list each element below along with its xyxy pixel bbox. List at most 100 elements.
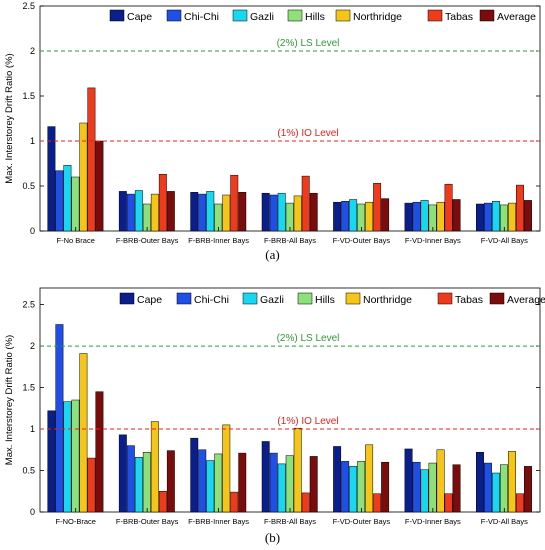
legend-label: Gazli <box>250 11 274 23</box>
bar-average <box>166 450 175 513</box>
bar-hills <box>285 455 294 513</box>
bar-tabas <box>87 87 96 232</box>
legend-swatch <box>242 292 258 305</box>
legend-label: Average <box>497 11 536 23</box>
bar-average <box>309 456 318 513</box>
bar-chi-chi <box>484 462 492 513</box>
reference-line-label: (1%) IO Level <box>277 128 338 139</box>
bar-cape <box>404 448 413 513</box>
chart-panel-a: 0 0.5 1 1.5 2 2.5 Max. Interstorey Drift Ratio… <box>4 1 541 245</box>
bar-tabas <box>158 491 167 513</box>
y-tick-label: 0 <box>30 507 35 517</box>
bar-gazli <box>63 165 72 232</box>
bar-gazli <box>420 469 429 513</box>
bar-tabas <box>301 492 310 513</box>
bar-chi-chi <box>341 461 350 513</box>
bar-cape <box>47 410 56 513</box>
x-tick-label: F-VD-Outer Bays <box>333 517 391 526</box>
legend-swatch <box>345 292 361 305</box>
bar-northridge <box>222 194 231 232</box>
bar-northridge <box>365 444 374 513</box>
bar-hills <box>357 461 366 513</box>
bar-cape <box>47 126 56 232</box>
bar-hills <box>428 462 437 513</box>
x-tick-label: F-BRB-Outer Bays <box>116 517 179 526</box>
x-tick-label: F-VD-Outer Bays <box>333 236 391 245</box>
bar-average <box>95 391 104 513</box>
bar-hills <box>214 453 223 513</box>
chart-panel-b: 0 0.5 1 1.5 2 2.5 Max. Interstorey Drift Ratio… <box>4 287 545 526</box>
bar-hills <box>142 452 151 513</box>
bar-average <box>524 200 532 232</box>
legend-label: Northridge <box>353 11 402 23</box>
bar-tabas <box>444 493 453 513</box>
y-tick-label: 0.5 <box>22 466 35 476</box>
bar-tabas <box>444 183 453 232</box>
y-tick-label: 2 <box>30 46 35 56</box>
panel-a-caption: (a) <box>265 247 280 262</box>
legend-label: Cape <box>127 11 152 23</box>
bar-cape <box>404 202 413 232</box>
bar-average <box>524 466 532 513</box>
legend-swatch <box>287 9 303 22</box>
y-tick-label: 2.5 <box>22 300 35 310</box>
bar-gazli <box>206 191 215 232</box>
bar-chi-chi <box>198 449 207 513</box>
bar-gazli <box>277 192 286 232</box>
legend-swatch <box>479 9 495 22</box>
x-tick-label: F-BRB-Inner Bays <box>188 517 249 526</box>
y-tick-label: 2 <box>30 341 35 351</box>
bar-northridge <box>79 353 88 513</box>
bar-tabas <box>158 174 167 232</box>
bar-average <box>452 464 461 513</box>
bar-tabas <box>230 491 239 513</box>
legend-swatch <box>297 292 313 305</box>
y-tick-label: 1.5 <box>22 383 35 393</box>
bar-average <box>166 191 175 232</box>
bar-cape <box>261 441 270 513</box>
bar-northridge <box>150 193 159 232</box>
bar-hills <box>71 176 80 232</box>
bar-gazli <box>206 460 215 513</box>
panel-b-caption: (b) <box>264 530 281 545</box>
bar-tabas <box>87 457 96 513</box>
bar-northridge <box>293 195 302 232</box>
legend-label: Hills <box>315 294 335 306</box>
bar-chi-chi <box>55 324 64 513</box>
x-tick-label: F-VD-Inner Bays <box>405 236 461 245</box>
bar-gazli <box>277 463 286 513</box>
bar-average <box>309 192 318 232</box>
bar-tabas <box>230 174 239 232</box>
legend-label: Northridge <box>363 294 412 306</box>
bar-hills <box>142 203 151 232</box>
x-tick-label: F-VD-All Bays <box>481 517 528 526</box>
bar-gazli <box>420 200 429 232</box>
bar-northridge <box>293 427 302 513</box>
bar-gazli <box>134 190 143 232</box>
bar-hills <box>71 399 80 513</box>
bar-chi-chi <box>341 201 350 232</box>
bar-tabas <box>373 183 382 232</box>
legend-label: Chi-Chi <box>184 11 219 23</box>
legend-label: Hills <box>305 11 325 23</box>
x-tick-label: F-VD-All Bays <box>481 236 528 245</box>
bar-chi-chi <box>412 461 421 513</box>
bar-cape <box>190 192 199 232</box>
legend-swatch <box>176 292 192 305</box>
bar-chi-chi <box>55 170 64 232</box>
bar-hills <box>285 202 294 232</box>
bar-northridge <box>436 449 445 513</box>
y-tick-label: 2.5 <box>22 1 35 11</box>
bar-gazli <box>349 466 358 513</box>
bar-tabas <box>516 184 524 232</box>
y-tick-label: 0.5 <box>22 181 35 191</box>
reference-line-label: (2%) LS Level <box>277 38 340 49</box>
legend-label: Cape <box>137 294 162 306</box>
bar-chi-chi <box>412 201 421 232</box>
legend: Cape Chi-Chi Gazli Hills Northridge Tabas Aver… <box>119 292 545 306</box>
bar-average <box>238 452 247 513</box>
bar-chi-chi <box>198 193 207 232</box>
bar-northridge <box>79 122 88 232</box>
legend-label: Average <box>507 294 545 306</box>
